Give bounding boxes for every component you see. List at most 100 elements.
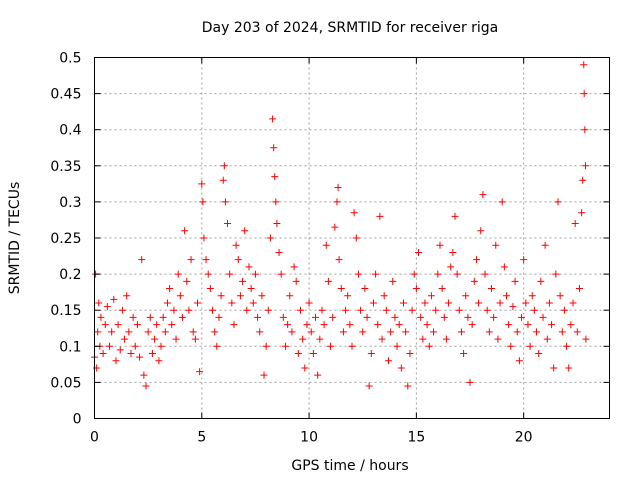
data-point [114, 321, 122, 329]
data-point [382, 306, 390, 314]
data-point [333, 198, 341, 206]
data-point [220, 162, 228, 170]
data-point [170, 306, 178, 314]
data-point [571, 220, 579, 228]
data-point [159, 313, 167, 321]
data-point [440, 313, 448, 321]
data-point [125, 328, 133, 336]
data-point [281, 342, 289, 350]
data-point [299, 335, 307, 343]
data-point [505, 321, 513, 329]
data-point [453, 270, 461, 278]
y-tick-label: 0.4 [59, 123, 81, 139]
data-point [389, 277, 397, 285]
data-point [400, 299, 407, 307]
data-point [194, 299, 201, 307]
data-point [580, 90, 588, 98]
data-point [187, 256, 195, 264]
data-point [397, 364, 405, 372]
data-point [543, 335, 551, 343]
data-point [163, 299, 171, 307]
data-point [204, 270, 212, 278]
data-point [273, 220, 281, 228]
data-point [579, 176, 587, 184]
data-point [206, 285, 214, 293]
y-tick-label: 0.1 [59, 339, 81, 355]
data-point [447, 263, 455, 271]
data-point [581, 126, 589, 134]
data-point [243, 306, 251, 314]
data-point [239, 277, 247, 285]
data-point [211, 328, 219, 336]
data-point [494, 335, 502, 343]
data-point [260, 371, 268, 379]
data-point [297, 306, 304, 314]
data-point [189, 328, 197, 336]
data-point [427, 292, 435, 300]
x-tick-label: 0 [90, 430, 99, 446]
data-point [575, 285, 583, 293]
data-point [432, 306, 440, 314]
data-point [533, 328, 541, 336]
data-point [573, 328, 581, 336]
data-point [395, 321, 403, 329]
data-point [108, 328, 116, 336]
data-point [219, 176, 227, 184]
data-point [161, 328, 169, 336]
x-tick-label: 20 [515, 430, 533, 446]
data-point [334, 183, 342, 191]
data-point [228, 299, 236, 307]
data-point [178, 313, 186, 321]
data-point [518, 313, 526, 321]
data-point [558, 328, 566, 336]
data-point [176, 292, 184, 300]
data-point [462, 292, 470, 300]
data-point [415, 248, 423, 256]
data-point [425, 342, 433, 350]
data-point [284, 321, 292, 329]
data-point [181, 227, 189, 235]
y-tick-label: 0.45 [50, 87, 81, 103]
data-point [565, 364, 573, 372]
data-point [483, 306, 491, 314]
x-axis-label: GPS time / hours [291, 458, 408, 474]
data-point [509, 303, 517, 311]
data-point [183, 277, 191, 285]
data-point [307, 328, 315, 336]
y-tick-label: 0.5 [59, 51, 81, 67]
data-point [94, 328, 102, 336]
data-point [545, 299, 553, 307]
data-point [339, 328, 347, 336]
data-point [393, 342, 401, 350]
data-point [354, 270, 362, 278]
data-point [232, 241, 240, 249]
y-tick-label: 0 [73, 412, 82, 428]
data-points [91, 61, 590, 390]
data-point [567, 321, 575, 329]
data-point [142, 382, 150, 390]
data-point [342, 306, 350, 314]
data-point [460, 350, 468, 358]
data-point [524, 321, 532, 329]
data-point [391, 313, 399, 321]
data-point [309, 350, 317, 358]
data-point [552, 270, 560, 278]
y-axis-label: SRMTID / TECUs [7, 182, 23, 295]
data-point [367, 350, 375, 358]
data-point [520, 256, 528, 264]
data-point [404, 382, 412, 390]
data-point [408, 306, 416, 314]
data-point [455, 306, 463, 314]
data-point [419, 335, 427, 343]
data-point [110, 295, 118, 303]
data-point [412, 285, 420, 293]
data-point [492, 241, 500, 249]
data-point [316, 335, 324, 343]
data-point [245, 263, 253, 271]
data-point [468, 321, 476, 329]
data-point [335, 256, 343, 264]
data-point [277, 270, 285, 278]
x-tick-label: 10 [300, 430, 318, 446]
data-point [294, 350, 302, 358]
data-point [199, 198, 207, 206]
